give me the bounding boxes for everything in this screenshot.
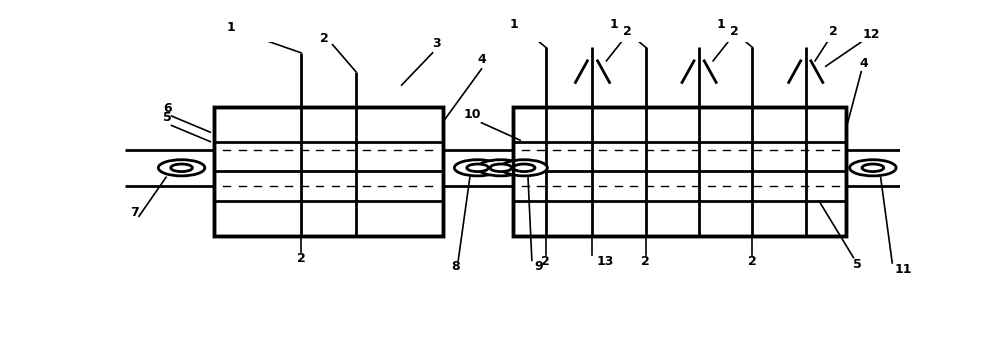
Circle shape	[850, 160, 896, 176]
Circle shape	[478, 160, 524, 176]
Text: 12: 12	[863, 28, 880, 41]
Text: 11: 11	[895, 263, 912, 276]
Text: 13: 13	[596, 255, 614, 268]
Circle shape	[454, 160, 501, 176]
Text: 1: 1	[510, 18, 519, 31]
Text: 6: 6	[163, 102, 172, 115]
Text: 1: 1	[610, 18, 619, 31]
Text: 7: 7	[130, 206, 139, 219]
Bar	[512, 107, 846, 236]
Text: 4: 4	[478, 53, 486, 66]
Text: 2: 2	[641, 255, 650, 268]
Text: 2: 2	[748, 255, 757, 268]
Circle shape	[171, 164, 192, 171]
Bar	[214, 107, 443, 236]
Text: 1: 1	[717, 18, 725, 31]
Circle shape	[501, 160, 547, 176]
Text: 2: 2	[829, 25, 838, 38]
Text: 2: 2	[320, 32, 329, 45]
Text: 2: 2	[730, 25, 739, 38]
Text: 10: 10	[464, 108, 482, 121]
Text: 5: 5	[854, 258, 862, 271]
Circle shape	[513, 164, 535, 171]
Circle shape	[467, 164, 488, 171]
Text: 2: 2	[541, 255, 550, 268]
Circle shape	[158, 160, 205, 176]
Text: 5: 5	[163, 111, 172, 124]
Circle shape	[862, 164, 884, 171]
Text: 1: 1	[226, 21, 235, 34]
Text: 9: 9	[534, 260, 543, 273]
Text: 2: 2	[623, 25, 632, 38]
Text: 2: 2	[297, 252, 305, 265]
Bar	[512, 107, 846, 236]
Circle shape	[490, 164, 512, 171]
Text: 3: 3	[433, 37, 441, 50]
Text: 4: 4	[860, 57, 868, 70]
Bar	[214, 107, 443, 236]
Text: 8: 8	[452, 260, 460, 273]
